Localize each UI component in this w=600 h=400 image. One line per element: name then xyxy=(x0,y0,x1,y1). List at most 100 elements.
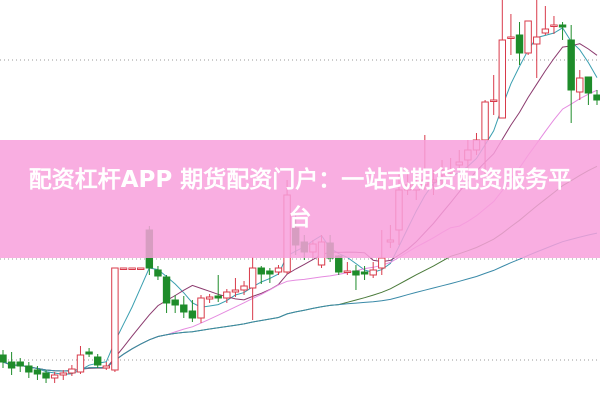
candle-body xyxy=(481,101,489,141)
candle-body xyxy=(498,39,507,119)
candle xyxy=(352,265,360,290)
candle-body xyxy=(188,310,197,319)
candle-body xyxy=(550,24,558,27)
candle-body xyxy=(16,361,24,367)
candle xyxy=(533,0,541,78)
candle xyxy=(266,268,274,283)
candle xyxy=(76,346,85,374)
candle-body xyxy=(567,39,575,91)
candle-body xyxy=(507,36,515,39)
candle-body xyxy=(171,299,179,306)
candle xyxy=(59,370,67,380)
candle-body xyxy=(76,354,85,373)
candle-body xyxy=(137,267,145,270)
candle xyxy=(507,14,515,55)
candle-body xyxy=(343,270,352,273)
candle xyxy=(584,76,593,105)
candle-body xyxy=(541,28,550,34)
candle xyxy=(274,265,283,275)
candle-body xyxy=(128,267,136,270)
candle-body xyxy=(162,276,171,304)
candle-body xyxy=(257,267,265,275)
candle-body xyxy=(0,354,7,363)
candle xyxy=(214,275,222,302)
candle-body xyxy=(593,94,600,101)
candle xyxy=(119,267,128,270)
candle-body xyxy=(205,296,214,300)
candle xyxy=(558,22,567,40)
candle-body xyxy=(584,76,593,94)
candle-body xyxy=(85,351,93,355)
candle xyxy=(257,266,265,284)
candle-body xyxy=(533,36,541,45)
candle-body xyxy=(274,267,283,273)
candle xyxy=(240,281,248,295)
candle-body xyxy=(558,24,567,28)
candle xyxy=(541,6,550,35)
candle xyxy=(68,365,76,376)
candle xyxy=(85,348,93,357)
candle-body xyxy=(489,99,498,102)
moving-average-line-80 xyxy=(2,232,598,372)
candle xyxy=(231,278,240,297)
candle xyxy=(593,90,600,105)
candle xyxy=(197,295,205,323)
candle xyxy=(343,262,352,275)
candle-body xyxy=(378,257,386,269)
candle-body xyxy=(266,270,274,275)
candle xyxy=(102,362,111,370)
candle xyxy=(335,255,343,275)
candle xyxy=(25,362,33,378)
candle xyxy=(154,266,162,280)
candle xyxy=(223,289,231,303)
candle xyxy=(7,352,16,375)
candle xyxy=(567,25,575,123)
candle xyxy=(42,370,50,383)
candle xyxy=(369,262,377,278)
candle xyxy=(137,267,145,270)
candle-body xyxy=(576,77,584,93)
candle xyxy=(171,295,179,313)
candle-body xyxy=(25,365,33,373)
candle xyxy=(93,354,102,368)
candle-body xyxy=(360,271,369,275)
candle-body xyxy=(352,270,360,276)
candle xyxy=(50,372,59,383)
candle-body xyxy=(524,20,532,54)
candle-body xyxy=(33,369,42,375)
candle xyxy=(162,275,171,313)
candle-body xyxy=(223,291,231,299)
candle-body xyxy=(180,304,188,313)
candle-body xyxy=(7,361,16,369)
candle-body xyxy=(154,269,162,277)
banner-title: 配资杠杆APP 期货配资门户：一站式期货配资服务平台 xyxy=(28,167,572,231)
candle xyxy=(188,300,197,322)
candle xyxy=(550,16,558,34)
title-banner: 配资杠杆APP 期货配资门户：一站式期货配资服务平台 xyxy=(0,140,600,258)
candle-body xyxy=(515,34,524,54)
candle-body xyxy=(93,356,102,366)
candle-body xyxy=(59,372,67,376)
candle-body xyxy=(119,267,128,270)
candle xyxy=(576,70,584,100)
candle xyxy=(248,257,257,320)
candle-body xyxy=(240,285,248,291)
candle xyxy=(524,20,532,55)
candle-body xyxy=(335,255,343,273)
candle-body xyxy=(214,295,222,299)
candle-body xyxy=(68,368,76,374)
candle-body xyxy=(102,365,111,369)
candle-body xyxy=(197,297,205,319)
candle-body xyxy=(50,374,59,379)
candle xyxy=(360,266,369,280)
candle-body xyxy=(111,267,119,371)
candle-body xyxy=(42,372,50,379)
candle-body xyxy=(231,289,240,293)
candle xyxy=(0,350,7,368)
candle xyxy=(33,366,42,380)
candle-body xyxy=(369,269,377,276)
candle xyxy=(515,22,524,65)
candle xyxy=(180,296,188,318)
candle-body xyxy=(248,267,257,289)
candle xyxy=(498,0,507,119)
